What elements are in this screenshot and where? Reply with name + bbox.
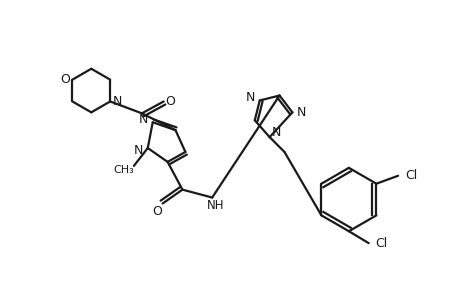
Text: CH₃: CH₃: [113, 165, 134, 175]
Text: NH: NH: [206, 199, 224, 212]
Text: N: N: [246, 91, 255, 104]
Text: N: N: [271, 126, 280, 139]
Text: Cl: Cl: [375, 237, 387, 250]
Text: O: O: [61, 73, 70, 86]
Text: Cl: Cl: [404, 169, 416, 182]
Text: O: O: [152, 205, 162, 218]
Text: O: O: [165, 95, 175, 108]
Text: N: N: [112, 95, 122, 108]
Text: N: N: [296, 106, 305, 119]
Text: N: N: [139, 113, 148, 126]
Text: N: N: [134, 143, 143, 157]
